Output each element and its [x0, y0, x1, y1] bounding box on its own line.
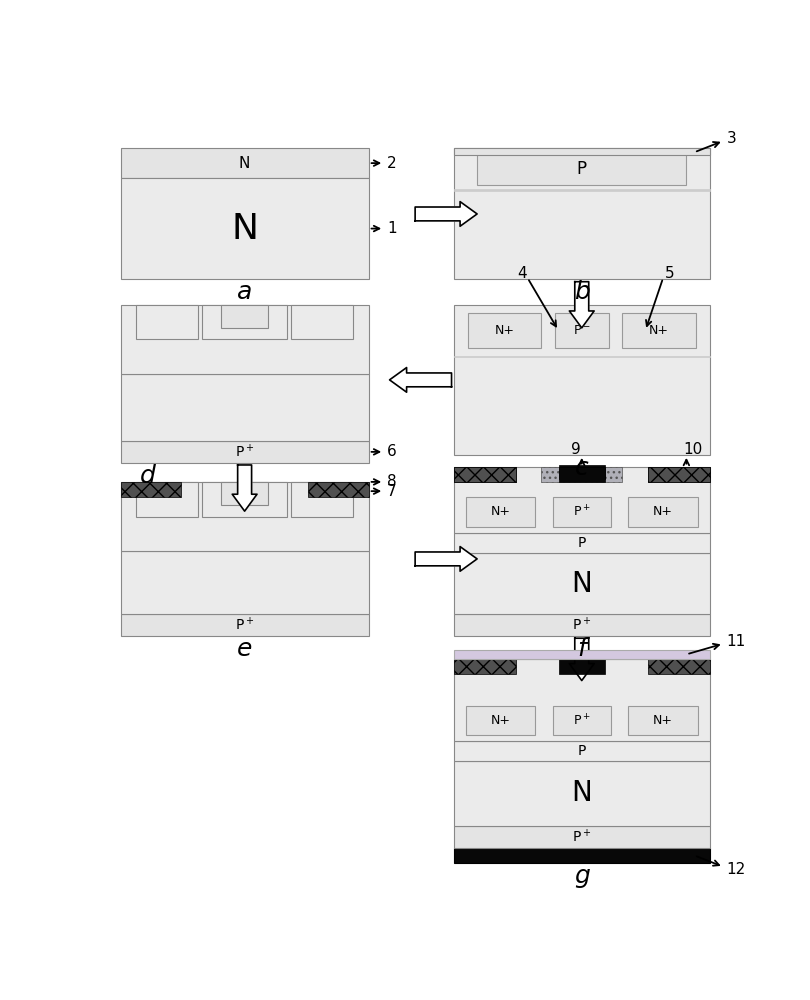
- Bar: [291, 305, 353, 339]
- Text: N: N: [571, 779, 592, 807]
- Text: f: f: [578, 637, 586, 661]
- Text: P$^+$: P$^+$: [573, 504, 590, 520]
- Bar: [121, 614, 369, 636]
- Text: P$^+$: P$^+$: [235, 443, 254, 461]
- Text: N: N: [571, 570, 592, 598]
- Bar: [202, 305, 288, 339]
- Text: 11: 11: [727, 634, 746, 649]
- Bar: [454, 356, 710, 357]
- Text: P$^+$: P$^+$: [235, 616, 254, 634]
- Text: N+: N+: [653, 714, 673, 727]
- Bar: [552, 497, 611, 527]
- Bar: [454, 741, 710, 761]
- Bar: [121, 441, 369, 463]
- Bar: [121, 482, 181, 497]
- Text: c: c: [575, 456, 589, 480]
- Bar: [454, 826, 710, 848]
- Text: 2: 2: [387, 156, 397, 171]
- Bar: [136, 305, 198, 339]
- Polygon shape: [415, 202, 477, 226]
- Bar: [552, 706, 611, 735]
- Polygon shape: [390, 368, 451, 392]
- Bar: [202, 482, 288, 517]
- Text: P: P: [577, 160, 586, 178]
- Polygon shape: [415, 547, 477, 571]
- Text: 3: 3: [727, 131, 736, 146]
- Text: e: e: [237, 637, 252, 661]
- Text: 8: 8: [387, 474, 397, 489]
- Bar: [454, 659, 516, 674]
- Bar: [121, 482, 369, 551]
- Text: P$^+$: P$^+$: [572, 616, 591, 634]
- Bar: [466, 497, 535, 527]
- Text: N+: N+: [495, 324, 514, 337]
- Bar: [468, 313, 541, 348]
- Bar: [221, 305, 268, 328]
- Text: 6: 6: [387, 444, 397, 459]
- Bar: [541, 466, 622, 482]
- Bar: [559, 466, 605, 482]
- Bar: [648, 659, 710, 674]
- Bar: [136, 482, 198, 517]
- Text: N+: N+: [653, 505, 673, 518]
- Text: 12: 12: [727, 862, 746, 877]
- Polygon shape: [569, 282, 595, 328]
- Bar: [454, 614, 710, 636]
- Bar: [121, 178, 369, 279]
- Bar: [454, 848, 710, 863]
- Text: 9: 9: [571, 442, 581, 457]
- Bar: [308, 482, 369, 497]
- Text: P$^+$: P$^+$: [572, 828, 591, 846]
- Bar: [559, 659, 605, 674]
- Bar: [454, 148, 710, 155]
- Text: 7: 7: [387, 484, 397, 499]
- Bar: [121, 551, 369, 614]
- Bar: [555, 313, 609, 348]
- Text: N+: N+: [649, 324, 669, 337]
- Bar: [466, 706, 535, 735]
- Text: N+: N+: [490, 714, 510, 727]
- Bar: [454, 466, 710, 533]
- Bar: [221, 482, 268, 505]
- Bar: [121, 148, 369, 178]
- Text: 5: 5: [664, 266, 674, 282]
- Polygon shape: [232, 465, 257, 511]
- Text: b: b: [573, 280, 590, 304]
- Bar: [454, 650, 710, 659]
- Text: 10: 10: [683, 442, 702, 457]
- Text: 1: 1: [387, 221, 397, 236]
- Text: g: g: [573, 864, 590, 888]
- Bar: [648, 466, 710, 482]
- Bar: [454, 189, 710, 191]
- Bar: [629, 497, 698, 527]
- Bar: [622, 313, 696, 348]
- Bar: [648, 466, 710, 482]
- Bar: [559, 465, 605, 479]
- Bar: [454, 148, 710, 279]
- Bar: [477, 152, 686, 185]
- Bar: [454, 553, 710, 614]
- Bar: [454, 305, 710, 455]
- Text: P$^+$: P$^+$: [573, 713, 590, 728]
- Bar: [454, 761, 710, 826]
- Bar: [454, 466, 516, 482]
- Text: a: a: [237, 280, 252, 304]
- Text: 4: 4: [518, 266, 526, 282]
- Bar: [121, 305, 369, 374]
- Bar: [454, 533, 710, 553]
- Text: P: P: [578, 536, 586, 550]
- Text: N+: N+: [490, 505, 510, 518]
- Bar: [121, 374, 369, 441]
- Bar: [291, 482, 353, 517]
- Bar: [629, 706, 698, 735]
- Bar: [454, 466, 516, 482]
- Text: P$^-$: P$^-$: [573, 324, 590, 337]
- Bar: [454, 659, 710, 741]
- Text: N: N: [231, 212, 258, 246]
- Polygon shape: [569, 638, 595, 681]
- Text: P: P: [578, 744, 586, 758]
- Text: N: N: [239, 156, 250, 171]
- Text: d: d: [140, 464, 156, 488]
